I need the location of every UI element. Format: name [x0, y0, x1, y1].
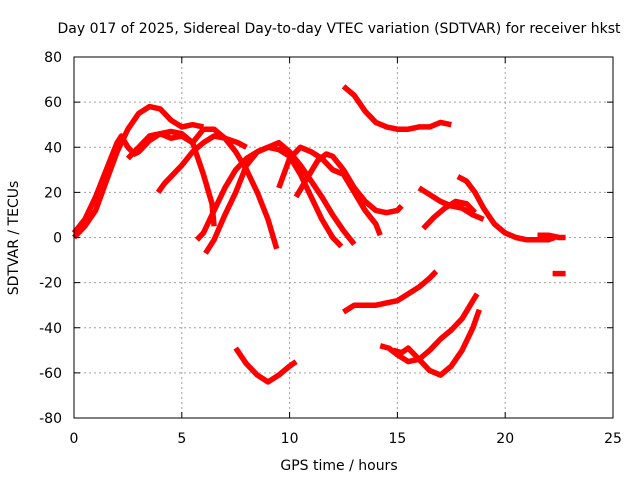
series-line-sat-13	[456, 174, 556, 243]
x-tick-label: 15	[388, 431, 406, 447]
y-tick-label: 20	[44, 185, 62, 201]
series-line-sat-18	[392, 308, 482, 378]
x-tick-label: 0	[70, 431, 79, 447]
series-line-sat-10	[342, 269, 439, 315]
chart-title: Day 017 of 2025, Sidereal Day-to-day VTE…	[58, 21, 621, 37]
y-tick-label: 40	[44, 140, 62, 156]
grid	[74, 57, 613, 418]
x-tick-label: 25	[604, 431, 622, 447]
series-group	[71, 84, 566, 385]
series-line-sat-16	[233, 346, 298, 385]
series-line-sat-9	[341, 84, 452, 132]
series-line-sat-1	[72, 103, 204, 240]
y-tick-label: -20	[39, 276, 62, 292]
y-tick-label: -40	[39, 321, 62, 337]
series-line-sat-14	[537, 232, 566, 241]
series-line-sat-2	[71, 128, 217, 235]
series-line-sat-4	[155, 133, 280, 250]
x-tick-label: 10	[281, 431, 299, 447]
axis-ticks: 0 5 10 15 20 25 -80 -60 -40 -20 0 20 40 60 80	[39, 50, 622, 447]
y-axis-label: SDTVAR / TECUs	[6, 181, 22, 296]
x-axis-label: GPS time / hours	[280, 458, 397, 474]
series-line-sat-12	[421, 198, 477, 231]
series-line-sat-7	[276, 144, 383, 237]
y-tick-label: -60	[39, 366, 62, 382]
y-tick-label: 80	[44, 50, 62, 66]
series-line-sat-6	[203, 139, 357, 255]
x-tick-label: 5	[177, 431, 186, 447]
series-line-sat-8	[293, 151, 404, 216]
x-tick-label: 20	[496, 431, 514, 447]
y-tick-label: -80	[39, 411, 62, 427]
y-tick-label: 0	[53, 231, 62, 247]
y-tick-label: 60	[44, 95, 62, 111]
